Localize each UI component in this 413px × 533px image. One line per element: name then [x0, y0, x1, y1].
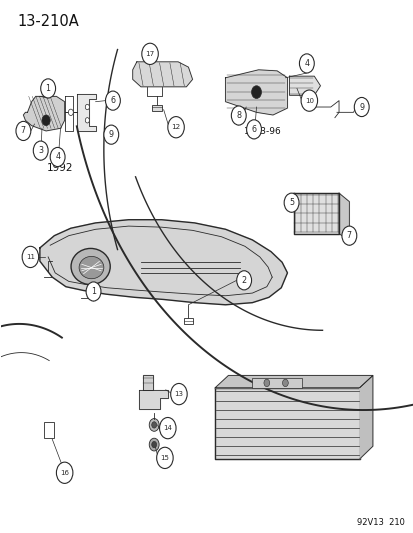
Circle shape [86, 282, 101, 301]
Text: 6: 6 [110, 96, 115, 105]
Text: 4: 4 [304, 59, 309, 68]
FancyBboxPatch shape [44, 422, 54, 438]
Circle shape [159, 417, 176, 439]
Circle shape [354, 98, 368, 117]
Circle shape [282, 379, 287, 386]
Circle shape [50, 148, 65, 166]
Polygon shape [139, 390, 167, 409]
Text: 7: 7 [21, 126, 26, 135]
Text: 11: 11 [26, 254, 35, 260]
Text: 13: 13 [174, 391, 183, 397]
Text: 1992: 1992 [47, 163, 74, 173]
FancyBboxPatch shape [184, 318, 192, 324]
Circle shape [300, 90, 317, 111]
Text: 6: 6 [251, 125, 256, 134]
Circle shape [167, 117, 184, 138]
Circle shape [151, 441, 156, 448]
Text: 1: 1 [45, 84, 50, 93]
Text: 8: 8 [236, 111, 241, 120]
Circle shape [142, 43, 158, 64]
Polygon shape [143, 375, 153, 390]
Circle shape [156, 447, 173, 469]
Text: 17: 17 [145, 51, 154, 57]
Polygon shape [338, 193, 349, 241]
Text: 15: 15 [160, 455, 169, 461]
Polygon shape [40, 220, 287, 305]
Circle shape [170, 383, 187, 405]
Polygon shape [289, 76, 320, 95]
Circle shape [104, 125, 119, 144]
Text: 16: 16 [60, 470, 69, 476]
Circle shape [22, 246, 38, 268]
Polygon shape [23, 96, 64, 131]
Text: 4: 4 [55, 152, 60, 161]
Text: 3: 3 [38, 146, 43, 155]
Text: 10: 10 [304, 98, 313, 103]
Text: 5: 5 [288, 198, 294, 207]
Polygon shape [359, 375, 372, 459]
Ellipse shape [71, 248, 110, 285]
Circle shape [246, 120, 261, 139]
Circle shape [151, 422, 156, 428]
Circle shape [16, 122, 31, 141]
Circle shape [149, 438, 159, 451]
Circle shape [68, 109, 73, 116]
Text: 92V13  210: 92V13 210 [356, 518, 404, 527]
Circle shape [42, 115, 50, 126]
Circle shape [56, 462, 73, 483]
Circle shape [85, 118, 89, 123]
Circle shape [263, 379, 269, 386]
Text: 9: 9 [109, 130, 114, 139]
FancyBboxPatch shape [151, 106, 161, 111]
Polygon shape [133, 62, 192, 87]
Polygon shape [293, 193, 338, 233]
Polygon shape [215, 387, 359, 459]
Circle shape [341, 226, 356, 245]
Text: 7: 7 [346, 231, 351, 240]
Text: 1: 1 [91, 287, 96, 296]
Circle shape [105, 91, 120, 110]
Circle shape [236, 271, 251, 290]
Text: 1993-96: 1993-96 [243, 127, 281, 136]
Circle shape [231, 106, 246, 125]
Polygon shape [215, 375, 372, 387]
Circle shape [85, 104, 89, 110]
Polygon shape [77, 94, 95, 131]
Text: 9: 9 [358, 102, 363, 111]
Circle shape [251, 86, 261, 99]
Polygon shape [225, 70, 287, 115]
Circle shape [33, 141, 48, 160]
Circle shape [149, 418, 159, 431]
Circle shape [40, 79, 55, 98]
Text: 2: 2 [241, 276, 246, 285]
Ellipse shape [79, 256, 104, 279]
Text: 13-210A: 13-210A [17, 14, 79, 29]
Text: 12: 12 [171, 124, 180, 130]
Text: 14: 14 [163, 425, 172, 431]
Circle shape [299, 54, 313, 73]
Circle shape [283, 193, 298, 212]
FancyBboxPatch shape [252, 378, 301, 387]
